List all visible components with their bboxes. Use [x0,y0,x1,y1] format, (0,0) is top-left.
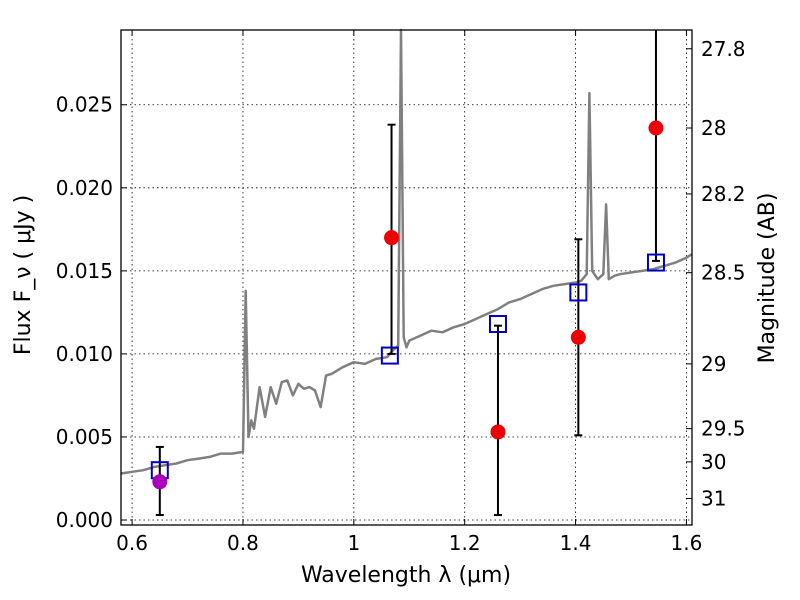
observed-point [384,230,400,246]
model-spectrum-layer [120,28,693,475]
plot-area-frame [120,29,693,526]
x-tick-label: 1.6 [671,531,703,555]
model-point-square [488,315,507,334]
axis-ticks: 0.6 0.8 1 1.2 1.4 1.6 0.000 0.005 0.010 0.015 0.02… [56,30,746,555]
y-tick-label: 0.015 [56,259,113,283]
observed-point [490,424,506,440]
y-tick-label: 0.000 [56,508,113,532]
y2-tick-label: 28.2 [701,182,746,206]
model-point-square [380,346,399,365]
x-axis-label: Wavelength λ (μm) [301,563,511,588]
y2-tick-label: 31 [701,486,726,510]
y-axis-label: Flux F_ν ( μJy ) [11,195,36,355]
y2-tick-label: 29 [701,352,726,376]
model-point-square [569,283,588,302]
x-tick-label: 1 [347,531,360,555]
observed-point [152,474,168,490]
x-tick-label: 1.2 [449,531,481,555]
y2-tick-label: 29.5 [701,417,746,441]
y-tick-label: 0.010 [56,342,113,366]
y-tick-label: 0.020 [56,176,113,200]
data-points-layer [150,120,665,490]
observed-point [648,120,664,136]
y-tick-label: 0.025 [56,93,113,117]
x-tick-label: 1.4 [560,531,592,555]
model-point-square [646,253,665,272]
x-tick-label: 0.6 [116,531,148,555]
grid-lines [121,30,692,525]
model-spectrum-line [120,28,693,475]
x-tick-label: 0.8 [227,531,259,555]
y2-tick-label: 27.8 [701,37,746,61]
y2-tick-label: 28.5 [701,261,746,285]
observed-point [570,329,586,345]
y2-tick-label: 30 [701,450,726,474]
y-tick-label: 0.005 [56,425,113,449]
secondary-y-axis-label: Magnitude (AB) [755,193,780,364]
error-bars-layer [155,30,660,517]
y2-tick-label: 28 [701,116,726,140]
